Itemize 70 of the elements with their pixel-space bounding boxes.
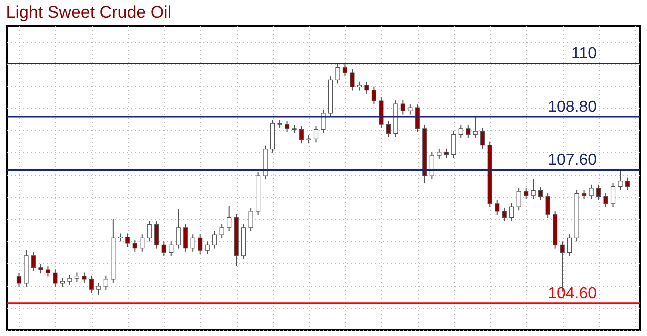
ref-line-label: 107.60 [548,152,598,170]
candlestick [140,234,145,252]
candlestick [386,120,391,138]
candlestick [126,233,130,248]
candlestick [38,264,44,274]
candlestick [582,190,587,200]
candlestick [190,234,196,252]
ref-line-label: 110 [571,46,598,63]
candlestick [31,252,36,272]
candlestick [502,207,507,222]
candlestick [408,104,413,116]
candlestick [321,109,326,134]
candlestick [364,81,370,94]
candlestick [147,220,152,242]
candlestick [16,272,22,288]
candlestick [458,124,464,139]
candlestick [205,241,210,255]
candlestick [444,148,449,159]
candlestick [96,282,102,296]
candlestick [625,177,630,191]
candlestick [154,220,160,250]
candlestick [176,208,181,250]
candlestick [169,241,174,257]
candlestick [336,63,340,84]
candlestick [74,272,80,283]
chart-title: Light Sweet Crude Oil [6,3,172,22]
candlestick [299,126,304,144]
candlestick [162,241,166,257]
candlestick [516,187,522,212]
candlestick [314,126,319,144]
candlestick [248,207,254,232]
candlestick [610,182,616,208]
candlestick [342,64,348,78]
candlestick [89,275,94,294]
candlestick [596,184,602,201]
candlestick [531,178,536,200]
candlestick [400,100,406,116]
ref-line-label: 104.60 [548,285,598,302]
candlestick [538,186,544,201]
candlestick [604,192,608,208]
candlestick [198,234,203,255]
candlestick [104,275,108,291]
candlestick [68,274,72,286]
candlestick [495,200,500,216]
candlestick [184,224,188,252]
candlestick [524,187,529,200]
candlestick [82,272,87,284]
candlestick [473,116,478,139]
candlestick [546,192,550,219]
candlestick [46,266,51,278]
candlestick [437,148,442,160]
candlestick [372,86,377,106]
candlestick [132,239,138,252]
candlestick [350,68,355,92]
candlestick [618,170,623,191]
candlestick [284,120,290,134]
candlestick [466,124,471,139]
candlestick [480,128,486,150]
candlestick [227,206,232,232]
candlestick [220,224,224,240]
candlestick [53,269,58,288]
candlestick [212,230,218,250]
candlestick [568,234,572,257]
candlestick [379,96,384,129]
ref-line-label: 108.80 [548,98,598,116]
candlestick [415,104,420,134]
candlestick [589,184,594,200]
candlestick [452,130,456,159]
candlestick [510,203,514,222]
candlestick [430,152,434,180]
